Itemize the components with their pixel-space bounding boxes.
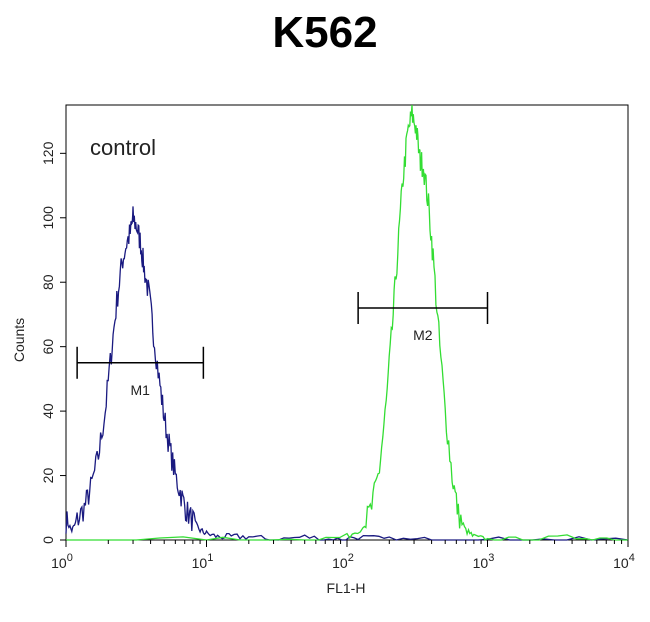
y-tick-label: 120 [40,141,56,165]
y-tick-label: 20 [40,468,56,484]
y-tick-label: 0 [40,536,56,544]
y-axis-label: Counts [11,318,27,362]
y-tick-label: 60 [40,339,56,355]
series-line-2 [66,104,628,541]
x-tick-label: 103 [473,552,495,571]
control-annotation: control [90,135,156,160]
y-tick-label: 40 [40,403,56,419]
y-tick-label: 100 [40,206,56,230]
y-tick-label: 80 [40,274,56,290]
series-line-1 [65,206,629,541]
x-axis-label: FL1-H [327,580,366,596]
x-tick-label: 101 [192,552,214,571]
chart-title: K562 [272,8,378,57]
gate-m1-label: M1 [131,382,151,398]
x-tick-label: 100 [51,552,73,571]
plot-frame [65,104,629,541]
x-tick-label: 104 [613,552,635,571]
gate-m2-label: M2 [413,327,433,343]
x-tick-label: 102 [332,552,354,571]
